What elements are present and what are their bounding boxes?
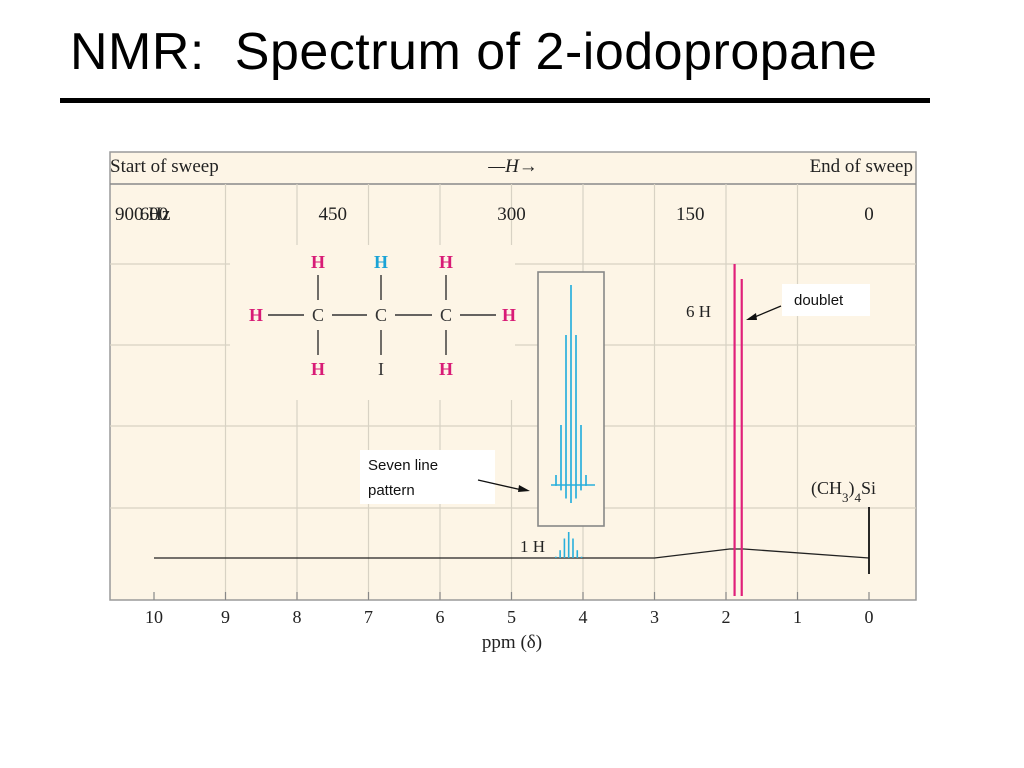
ppm-tick-label: 2: [722, 607, 731, 627]
molecule-backdrop: [230, 245, 515, 400]
hz-tick-label: 0: [864, 204, 874, 225]
hz-tick-label: 900 Hz: [115, 204, 170, 225]
hz-tick-label: 300: [497, 204, 526, 225]
molecule-structure: H H H H C C C H H I H: [249, 252, 516, 379]
ppm-tick-label: 6: [436, 607, 445, 627]
septet-callout-line-2: pattern: [368, 482, 415, 499]
hz-tick-label: 150: [676, 204, 705, 225]
ppm-tick-label: 9: [221, 607, 230, 627]
atom-h-top-3: H: [439, 252, 453, 272]
atom-c-3: C: [440, 305, 452, 325]
molecule-bonds: [268, 275, 496, 355]
septet-expanded-inset: [551, 285, 595, 503]
ppm-tick-label: 0: [865, 607, 874, 627]
septet-callout-line-1: Seven line: [368, 457, 438, 474]
spectrum-peaks: [555, 264, 870, 596]
septet-arrowhead: [518, 485, 530, 492]
atom-i-bottom: I: [378, 359, 384, 379]
x-axis-label: ppm (δ): [482, 632, 542, 653]
integration-label-septet: 1 H: [520, 537, 545, 556]
sweep-direction-label: —H→: [487, 156, 538, 177]
slide-title: NMR: Spectrum of 2-iodopropane: [70, 23, 878, 81]
atom-h-left: H: [249, 305, 263, 325]
hz-tick-label: 600: [140, 204, 169, 225]
hz-tick-labels: 900 Hz7506004503001500: [115, 204, 874, 225]
atom-c-1: C: [312, 305, 324, 325]
ppm-tick-label: 7: [364, 607, 373, 627]
ppm-tick-label: 10: [145, 607, 163, 627]
spectrum-baseline: [154, 548, 870, 559]
ppm-tick-label: 5: [507, 607, 516, 627]
ppm-tick-label: 4: [579, 607, 588, 627]
sweep-end-label: End of sweep: [810, 156, 913, 177]
ppm-tick-labels: 10 9 8 7 6 5 4 3 2 1 0: [145, 607, 874, 627]
title-underline: [60, 98, 930, 103]
atom-h-right: H: [502, 305, 516, 325]
doublet-callout-label: doublet: [794, 292, 844, 309]
ppm-tick-label: 1: [793, 607, 802, 627]
doublet-callout-box: [782, 284, 870, 316]
integration-label-doublet: 6 H: [686, 302, 711, 321]
atom-h-bottom-3: H: [439, 359, 453, 379]
ppm-tick-label: 3: [650, 607, 659, 627]
septet-callout-box: [360, 450, 495, 504]
septet-callout-arrow: [477, 479, 523, 491]
atom-c-2: C: [375, 305, 387, 325]
ppm-tick-label: 8: [293, 607, 302, 627]
doublet-arrowhead: [746, 313, 757, 320]
sweep-start-label: Start of sweep: [110, 156, 219, 177]
atom-h-top-2: H: [374, 252, 388, 272]
hz-tick-label: 450: [319, 204, 348, 225]
atom-h-top-1: H: [311, 252, 325, 272]
atom-h-bottom-1: H: [311, 359, 325, 379]
